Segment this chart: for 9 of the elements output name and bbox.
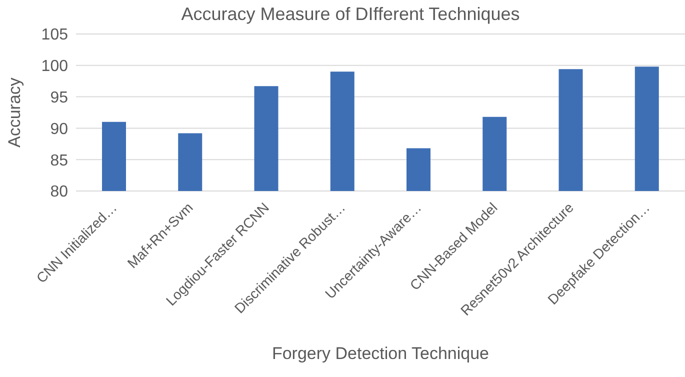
y-axis-title: Accuracy: [5, 77, 24, 148]
chart-title: Accuracy Measure of DIfferent Techniques: [180, 4, 521, 25]
y-tick-label: 90: [50, 120, 68, 138]
y-tick-label: 95: [50, 89, 68, 106]
x-axis-title: Forgery Detection Technique: [272, 344, 490, 363]
y-tick-label: 100: [41, 58, 68, 76]
y-tick-label: 85: [50, 152, 68, 170]
y-tick-label: 105: [41, 26, 68, 44]
y-tick-label: 80: [50, 184, 68, 201]
